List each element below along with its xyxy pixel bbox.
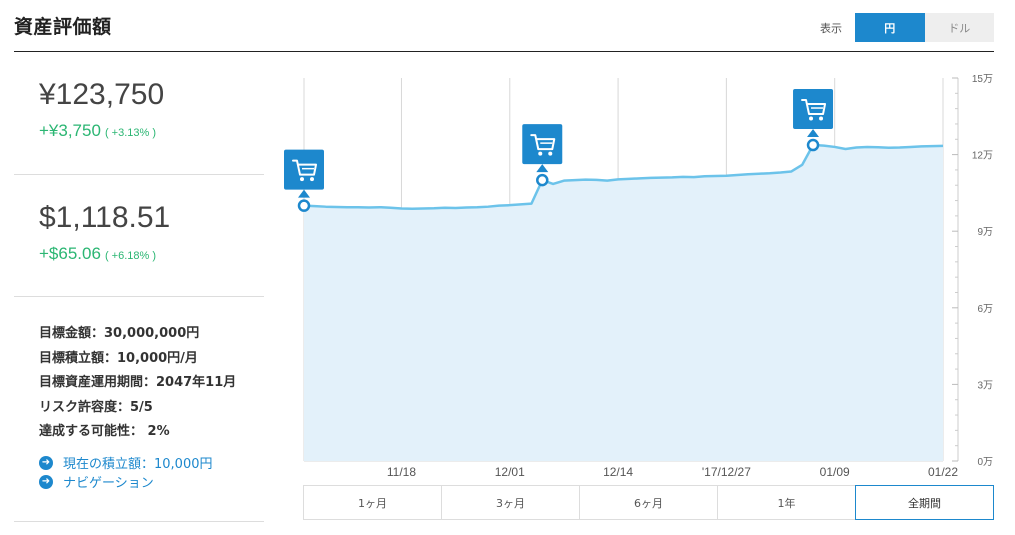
purchase-point	[806, 138, 820, 152]
shopping-cart-icon[interactable]	[284, 149, 324, 198]
y-tick-label: 12万	[972, 151, 993, 162]
x-tick-label: 12/01	[495, 465, 525, 479]
shopping-cart-icon[interactable]	[522, 124, 563, 173]
arrow-right-circle-icon: ➜	[39, 474, 53, 489]
header: 資産評価額 表示 円 ドル	[14, 0, 994, 52]
y-tick-label: 6万	[977, 304, 993, 315]
asset-chart-svg: 15万 12万 9万 6万 3万 0万 11/18 12/01 12/14 '17/12/27 01…	[284, 74, 993, 479]
goal-links: ➜ 現在の積立額：10,000円 ➜ ナビゲーション	[39, 453, 213, 491]
y-tick-label: 9万	[977, 227, 993, 238]
period-all-button[interactable]: 全期間	[855, 485, 994, 520]
goal-monthly-contribution: 目標積立額：10,000円/月	[39, 350, 198, 366]
usd-value: $1,118.51	[39, 201, 171, 234]
x-tick-label: '17/12/27	[702, 465, 751, 479]
current-contribution-label: 現在の積立額：10,000円	[63, 457, 213, 472]
period-selector: 1ヶ月 3ヶ月 6ヶ月 1年 全期間	[303, 485, 994, 520]
goal-probability: 達成する可能性： 2%	[39, 424, 170, 439]
x-tick-label: 01/09	[820, 465, 850, 479]
current-contribution-link[interactable]: ➜ 現在の積立額：10,000円	[39, 453, 213, 472]
period-6m-button[interactable]: 6ヶ月	[580, 486, 718, 519]
asset-chart: 15万 12万 9万 6万 3万 0万 11/18 12/01 12/14 '17/12/27 01…	[275, 60, 1005, 484]
y-tick-label: 3万	[977, 380, 993, 391]
usd-summary: $1,118.51 +$65.06( +6.18% )	[14, 175, 264, 297]
x-tick-label: 12/14	[603, 465, 633, 479]
x-tick-label: 01/22	[928, 465, 958, 479]
usd-change: +$65.06( +6.18% )	[39, 244, 156, 264]
page-title: 資産評価額	[14, 16, 112, 38]
navigation-label: ナビゲーション	[63, 476, 154, 491]
value-line	[303, 143, 944, 210]
arrow-right-circle-icon: ➜	[39, 455, 53, 470]
goal-list: 目標金額：30,000,000円 目標積立額：10,000円/月 目標資産運用期…	[39, 322, 236, 445]
display-label: 表示	[820, 22, 842, 35]
period-3m-button[interactable]: 3ヶ月	[442, 486, 580, 519]
summary-panel: ¥123,750 +¥3,750( +3.13% ) $1,118.51 +$6…	[14, 52, 264, 522]
goal-risk-tolerance: リスク許容度：5/5	[39, 399, 153, 415]
x-tick-label: 11/18	[387, 465, 416, 479]
currency-yen-button[interactable]: 円	[855, 13, 925, 42]
yen-change-amount: +¥3,750	[39, 121, 101, 140]
usd-change-percent: ( +6.18% )	[104, 250, 156, 262]
shopping-cart-icon[interactable]	[793, 89, 834, 138]
goal-info: 目標金額：30,000,000円 目標積立額：10,000円/月 目標資産運用期…	[14, 297, 264, 522]
yen-summary: ¥123,750 +¥3,750( +3.13% )	[14, 52, 264, 175]
yen-value: ¥123,750	[39, 78, 165, 111]
goal-period: 目標資産運用期間：2047年11月	[39, 375, 237, 390]
purchase-point	[536, 173, 549, 187]
yen-change: +¥3,750( +3.13% )	[39, 121, 156, 141]
usd-change-amount: +$65.06	[39, 244, 101, 263]
currency-toggle: 円 ドル	[855, 13, 994, 42]
purchase-point	[297, 199, 311, 212]
period-1m-button[interactable]: 1ヶ月	[304, 486, 442, 519]
yen-change-percent: ( +3.13% )	[104, 127, 156, 139]
value-area	[304, 145, 943, 461]
period-1y-button[interactable]: 1年	[718, 486, 856, 519]
goal-target-amount: 目標金額：30,000,000円	[39, 326, 200, 341]
y-tick-label: 0万	[977, 457, 993, 468]
currency-usd-button[interactable]: ドル	[924, 13, 994, 42]
navigation-link[interactable]: ➜ ナビゲーション	[39, 472, 213, 491]
y-tick-label: 15万	[972, 74, 993, 85]
